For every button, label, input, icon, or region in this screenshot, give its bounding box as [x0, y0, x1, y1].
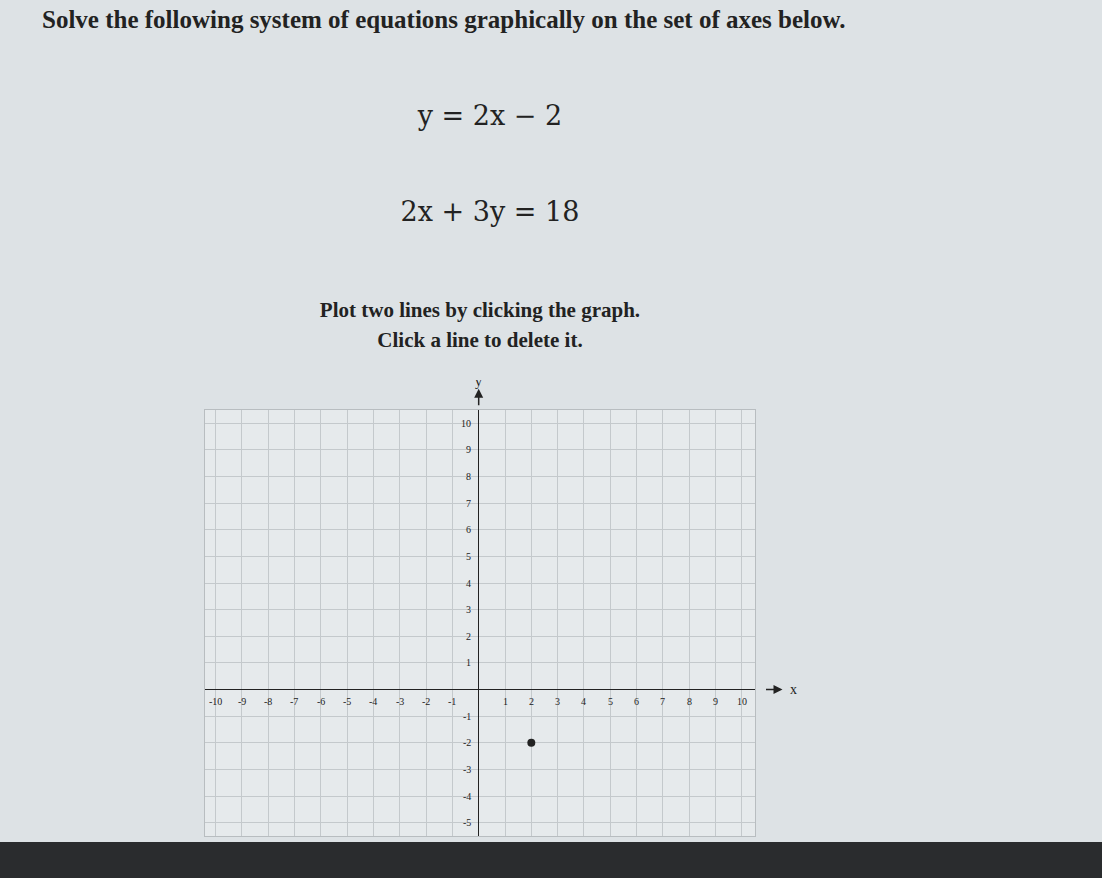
svg-text:-2: -2	[463, 737, 471, 748]
svg-text:1: 1	[503, 696, 508, 707]
svg-text:7: 7	[660, 696, 665, 707]
svg-text:9: 9	[713, 696, 718, 707]
svg-text:6: 6	[634, 696, 639, 707]
svg-text:-1: -1	[463, 711, 471, 722]
svg-text:-5: -5	[463, 817, 471, 828]
svg-text:1: 1	[466, 657, 471, 668]
svg-text:-4: -4	[463, 791, 471, 802]
svg-text:2: 2	[529, 696, 534, 707]
html-text:Click a line to delete it.: Click a line to delete it.	[377, 328, 583, 352]
svg-text:3: 3	[466, 604, 471, 615]
svg-text:8: 8	[466, 471, 471, 482]
svg-text:5: 5	[608, 696, 613, 707]
svg-text:-8: -8	[264, 696, 272, 707]
svg-text:y: y	[475, 380, 482, 389]
svg-text:-10: -10	[209, 696, 222, 707]
svg-text:x: x	[790, 682, 797, 697]
html-text:Solve the following system of: Solve the following system of equations …	[42, 6, 846, 33]
svg-text:7: 7	[466, 498, 471, 509]
svg-text:-1: -1	[448, 696, 456, 707]
svg-text:5: 5	[466, 551, 471, 562]
svg-text:-9: -9	[238, 696, 246, 707]
html-text:y = 2x − 2: y = 2x − 2	[417, 100, 563, 131]
html-text:2x + 3y = 18: 2x + 3y = 18	[400, 196, 580, 227]
svg-text:10: 10	[737, 696, 747, 707]
svg-text:6: 6	[466, 524, 471, 535]
svg-text:-5: -5	[343, 696, 351, 707]
svg-text:4: 4	[466, 578, 471, 589]
svg-text:-6: -6	[317, 696, 325, 707]
svg-text:-3: -3	[463, 764, 471, 775]
svg-text:-7: -7	[290, 696, 298, 707]
svg-text:3: 3	[555, 696, 560, 707]
svg-text:9: 9	[466, 444, 471, 455]
svg-text:-2: -2	[422, 696, 430, 707]
svg-text:2: 2	[466, 631, 471, 642]
svg-text:-4: -4	[369, 696, 377, 707]
svg-text:8: 8	[687, 696, 692, 707]
svg-text:-3: -3	[396, 696, 404, 707]
html-text:Plot two lines by clicking the: Plot two lines by clicking the graph.	[319, 298, 641, 322]
svg-text:4: 4	[581, 696, 586, 707]
svg-text:10: 10	[461, 418, 471, 429]
